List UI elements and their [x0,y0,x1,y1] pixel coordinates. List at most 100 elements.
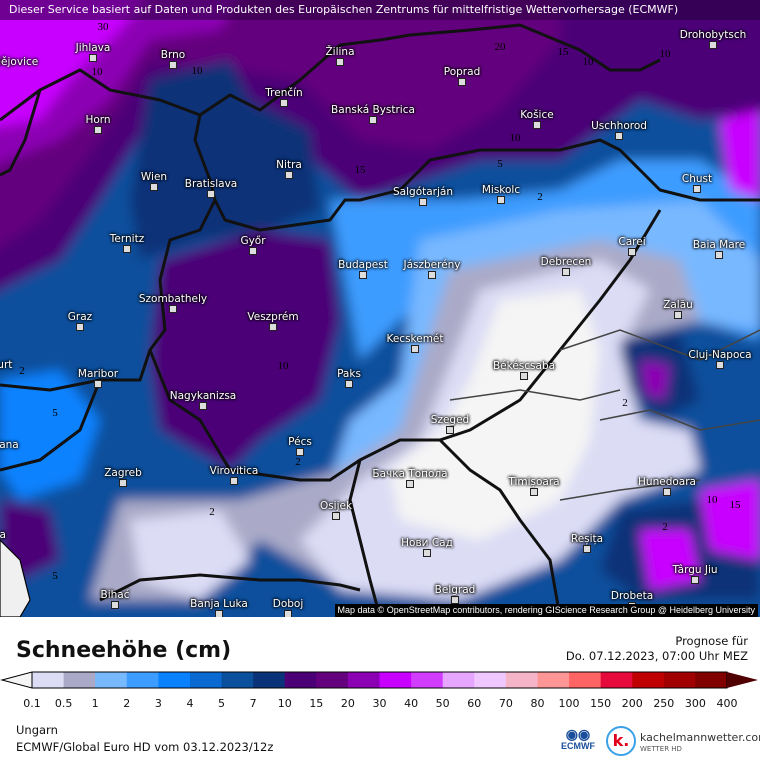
city-label: Hunedoara [638,476,696,488]
city-label: Târgu Jiu [672,564,718,576]
kachelmann-logo[interactable]: k. [606,726,636,756]
city-label: Drohobytsch [679,29,747,41]
contour-label: 2 [209,506,215,518]
city-label: Jászberény [403,259,461,271]
city-marker [296,448,304,456]
city-marker [119,479,127,487]
forecast-valid: Do. 07.12.2023, 07:00 Uhr MEZ [565,649,748,663]
legend-tick-label: 150 [590,697,612,710]
legend-swatch [663,672,696,688]
legend-tick-label: 300 [684,697,706,710]
city-label: Salgótarján [393,186,453,198]
city-label: Trenčín [265,87,303,99]
city-label: Pécs [288,436,312,448]
legend-swatch [474,672,507,688]
city-marker [533,121,541,129]
city-marker [446,426,454,434]
kachelmann-sub: WETTER HD [640,745,682,753]
city-label: Brno [160,49,186,61]
ecmwf-logo-text: ECMWF [561,741,595,751]
model-run-label: ECMWF/Global Euro HD vom 03.12.2023/12z [16,740,274,754]
city-label: Reșița [570,533,604,545]
legend-swatch [505,672,538,688]
contour-label: 15 [557,46,569,58]
legend-tick-label: 15 [309,697,324,710]
city-label: České Budějovice [0,56,39,68]
city-marker [336,58,344,66]
legend-tick-label: 80 [530,697,545,710]
legend-title: Schneehöhe (cm) [16,638,232,663]
contour-label: 30 [97,21,109,33]
city-marker [583,545,591,553]
city-label: Kecskemét [386,333,444,345]
city-marker [94,380,102,388]
city-label: Žilina [325,46,355,58]
city-marker [497,196,505,204]
contour-label: 15 [729,499,741,511]
legend-swatch [379,672,412,688]
legend-swatch [63,672,96,688]
ecmwf-logo-mark: ◉◉ [565,726,591,742]
legend-swatch [695,672,728,688]
city-label: Zagreb [104,467,142,479]
city-marker [406,480,414,488]
legend-tick-label: 10 [277,697,292,710]
region-label: Ungarn [16,723,58,737]
legend-swatch [221,672,254,688]
legend-tick-label: 30 [372,697,387,710]
city-label: Nagykanizsa [169,390,237,402]
legend-swatch [189,672,223,688]
city-marker [628,248,636,256]
legend-swatch [32,672,65,688]
kachelmann-url[interactable]: kachelmannwetter.com [640,731,760,744]
legend-swatch [537,672,570,688]
contour-label: 5 [52,407,58,419]
city-marker [716,361,724,369]
contour-label: 10 [277,360,289,372]
city-label: Bihać [100,589,130,601]
city-marker [345,380,353,388]
legend-swatch [569,672,602,688]
city-marker [530,488,538,496]
legend-swatch [284,672,317,688]
contour-label: 15 [354,164,366,176]
city-marker [150,183,158,191]
legend-swatch [442,672,475,688]
city-marker [423,549,431,557]
city-marker [419,198,427,206]
city-label: Maribor [77,368,119,380]
city-label: Uschhorod [591,120,647,132]
city-marker [76,323,84,331]
city-marker [123,245,131,253]
city-label: Szombathely [138,293,208,305]
city-marker [215,610,223,617]
legend-tick-label: 3 [154,697,162,710]
city-marker [207,190,215,198]
disclaimer-banner: Dieser Service basiert auf Daten und Pro… [0,0,760,20]
city-label: Graz [67,311,93,323]
city-marker [359,271,367,279]
city-marker [111,601,119,609]
city-marker [615,132,623,140]
city-marker [285,171,293,179]
color-legend [0,671,758,689]
city-label: Szeged [430,414,470,426]
contour-label: 2 [295,456,301,468]
city-label: Doboj [272,598,304,610]
city-label: Бачка Топола [372,468,448,480]
legend-swatch [158,672,191,688]
city-marker [269,323,277,331]
city-marker [674,311,682,319]
city-label: Bratislava [184,178,238,190]
legend-swatch [126,672,159,688]
city-label: Budapest [338,259,388,271]
city-label: Ternitz [109,233,145,245]
legend-over-arrow [727,672,758,688]
city-marker [428,271,436,279]
city-label: Győr [240,235,266,247]
snow-depth-map[interactable]: Jihlava Brno České Budějovice Horn Wien Brati… [0,0,760,617]
legend-tick-label: 200 [621,697,643,710]
city-marker [451,596,459,604]
city-label: Banja Luka [190,598,248,610]
legend-tick-label: 5 [218,697,226,710]
